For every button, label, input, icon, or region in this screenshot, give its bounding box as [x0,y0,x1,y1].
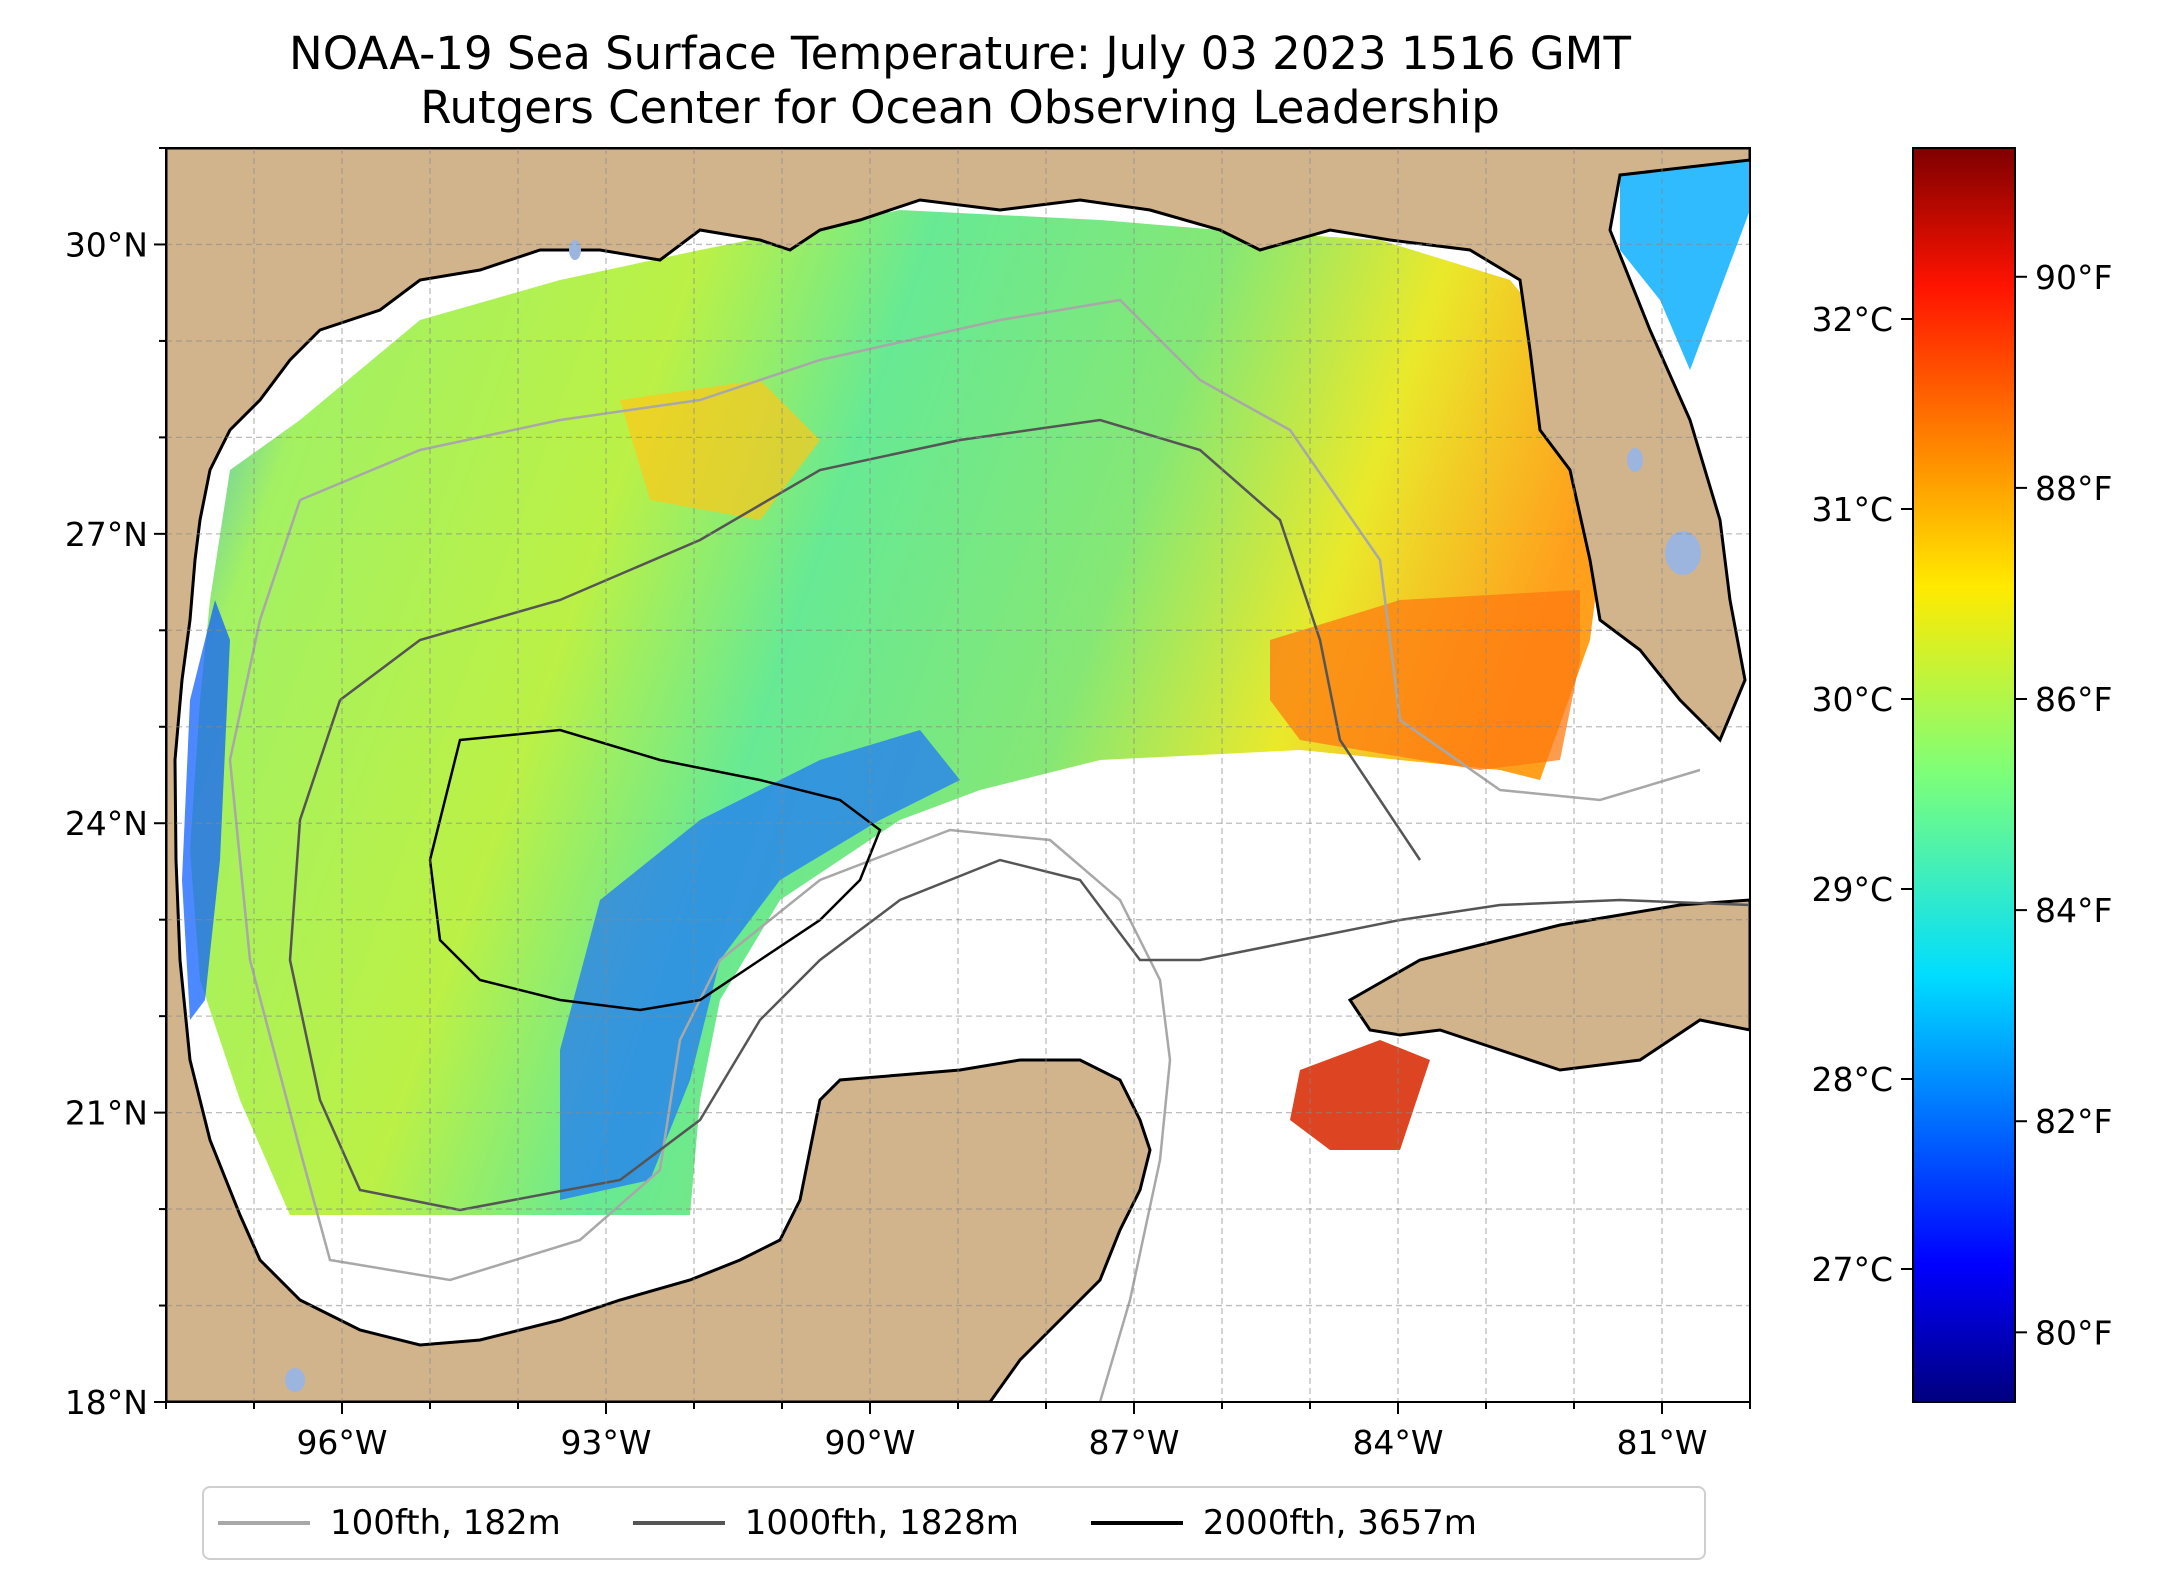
celsius-tick-label: 31°C [1811,490,1893,529]
lat-tick-label: 30°N [65,225,148,264]
sst-west-coast-cool [182,600,230,1020]
sst-swath [190,210,1600,1215]
contour-legend: 100fth, 182m 1000fth, 1828m 2000fth, 365… [202,1486,1706,1560]
celsius-tick-label: 29°C [1811,870,1893,909]
legend-item-100fth: 100fth, 182m [218,1503,561,1543]
celsius-tick-label: 30°C [1811,680,1893,719]
lat-tick-label: 24°N [65,804,148,843]
lon-tick-label: 87°W [1088,1423,1179,1462]
map-subtitle: Rutgers Center for Ocean Observing Leade… [420,81,1500,134]
legend-label-100fth: 100fth, 182m [330,1503,561,1543]
legend-swatch-2000fth [1090,1521,1183,1525]
colorbar-ticks: 27°C 28°C 29°C 30°C 31°C 32°C 80°F 82°F 84°F 86°F… [1811,258,2112,1353]
sst-south-patch [1290,1040,1430,1150]
fahrenheit-tick-label: 86°F [2035,680,2112,719]
sst-cool-band [560,730,960,1200]
lake-small-3 [285,1368,305,1392]
legend-label-2000fth: 2000fth, 3657m [1202,1503,1477,1543]
fahrenheit-tick-label: 82°F [2035,1102,2112,1141]
lat-tick-label: 18°N [65,1383,148,1422]
sst-atlantic-swath [1620,148,1750,370]
lon-tick-label: 90°W [824,1423,915,1462]
lat-tick-label: 21°N [65,1094,148,1133]
contour-1000fth [288,418,1750,1212]
lake-okeechobee [1665,531,1701,575]
legend-swatch-100fth [218,1521,310,1525]
legend-label-1000fth: 1000fth, 1828m [744,1503,1019,1543]
fahrenheit-tick-label: 90°F [2035,258,2112,297]
map-title: NOAA-19 Sea Surface Temperature: July 03… [289,27,1631,80]
colorbar [1912,147,2016,1403]
legend-swatch-1000fth [632,1521,725,1525]
legend-item-1000fth: 1000fth, 1828m [632,1503,1019,1543]
gridlines [166,148,1750,1402]
sst-warm-band [1270,590,1580,770]
celsius-tick-label: 28°C [1811,1060,1893,1099]
fahrenheit-tick-label: 88°F [2035,469,2112,508]
lon-tick-label: 93°W [560,1423,651,1462]
bathymetry-contours [228,298,1750,1402]
map-axis-ticks: 96°W 93°W 90°W 87°W 84°W 81°W 18°N 21°N 24°N 27°N… [65,147,1751,1462]
lon-tick-label: 84°W [1352,1423,1443,1462]
legend-item-2000fth: 2000fth, 3657m [1090,1503,1477,1543]
contour-2000fth [428,728,882,1012]
celsius-tick-label: 32°C [1811,300,1893,339]
lat-tick-label: 27°N [65,515,148,554]
fahrenheit-tick-label: 80°F [2035,1313,2112,1352]
fahrenheit-tick-label: 84°F [2035,891,2112,930]
sst-warm-patch [620,380,820,520]
celsius-tick-label: 27°C [1811,1250,1893,1289]
lon-tick-label: 81°W [1616,1423,1707,1462]
lake-small-1 [569,240,581,260]
lon-tick-label: 96°W [296,1423,387,1462]
lake-small-2 [1627,448,1643,472]
map-area [166,148,1750,1402]
land-cuba [1347,898,1750,1072]
